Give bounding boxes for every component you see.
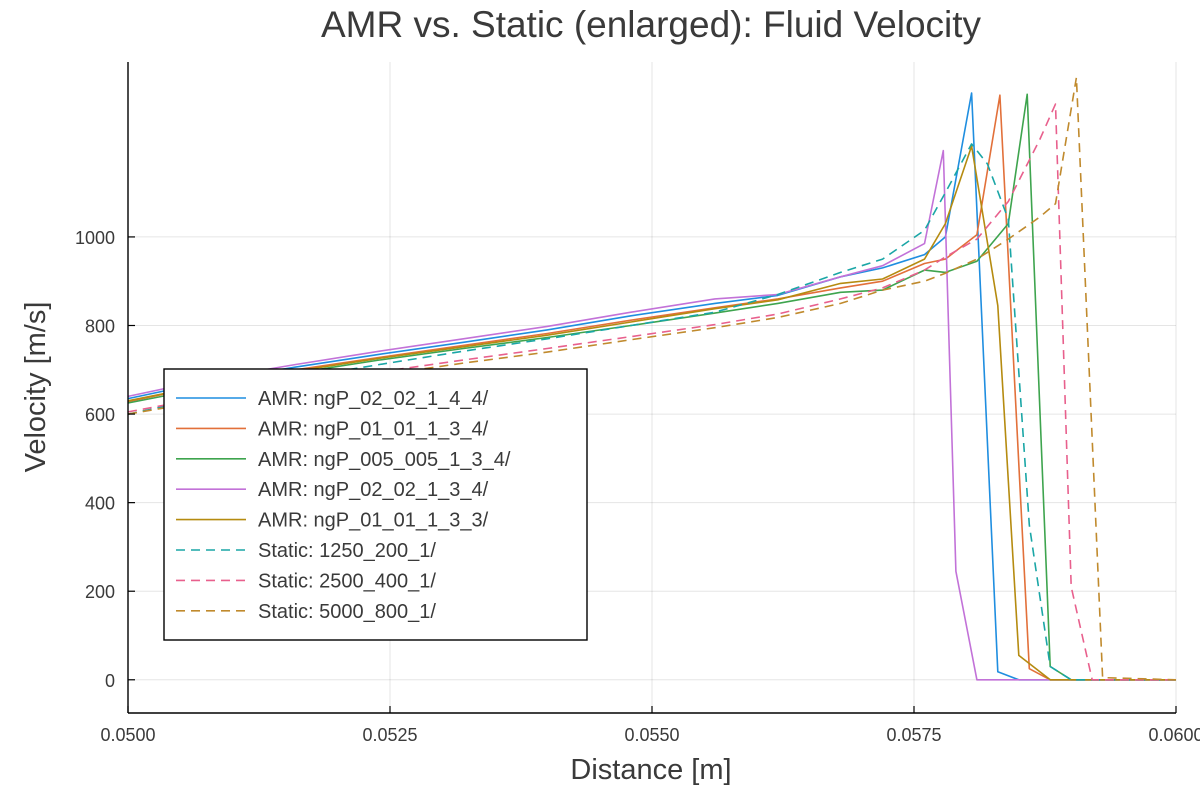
- x-tick-label: 0.0550: [624, 725, 679, 745]
- legend-label: AMR: ngP_02_02_1_3_4/: [258, 479, 489, 501]
- legend-label: AMR: ngP_005_005_1_3_4/: [258, 449, 511, 471]
- series-line: [127, 143, 1176, 681]
- series-line: [127, 94, 1176, 681]
- y-tick-label: 1000: [75, 228, 115, 248]
- legend-label: Static: 1250_200_1/: [258, 540, 436, 562]
- x-tick-label: 0.0575: [886, 725, 941, 745]
- legend-label: Static: 5000_800_1/: [258, 601, 436, 623]
- x-tick-label: 0.0600: [1148, 725, 1200, 745]
- series-line: [127, 145, 1176, 681]
- chart-title: AMR vs. Static (enlarged): Fluid Velocit…: [321, 4, 982, 45]
- series-line: [127, 103, 1176, 681]
- series-line: [127, 93, 1176, 681]
- y-tick-label: 0: [105, 671, 115, 691]
- x-tick-label: 0.0525: [362, 725, 417, 745]
- series-line: [127, 76, 1177, 681]
- y-axis-label: Velocity [m/s]: [20, 302, 52, 473]
- y-ticks: 0 200 400 600 800 1000: [75, 228, 135, 691]
- y-tick-label: 400: [85, 494, 115, 514]
- x-axis-label: Distance [m]: [570, 754, 731, 786]
- x-ticks: 0.0500 0.0525 0.0550 0.0575 0.0600: [100, 706, 1200, 745]
- legend-label: AMR: ngP_01_01_1_3_4/: [258, 418, 489, 440]
- y-tick-label: 800: [85, 317, 115, 337]
- y-tick-label: 600: [85, 405, 115, 425]
- legend-label: Static: 2500_400_1/: [258, 570, 436, 592]
- legend: AMR: ngP_02_02_1_4_4/AMR: ngP_01_01_1_3_…: [163, 368, 588, 641]
- legend-box: [163, 368, 588, 641]
- legend-label: AMR: ngP_01_01_1_3_3/: [258, 510, 489, 532]
- series-lines: [127, 76, 1177, 681]
- y-tick-label: 200: [85, 582, 115, 602]
- legend-label: AMR: ngP_02_02_1_4_4/: [258, 388, 489, 410]
- x-tick-label: 0.0500: [100, 725, 155, 745]
